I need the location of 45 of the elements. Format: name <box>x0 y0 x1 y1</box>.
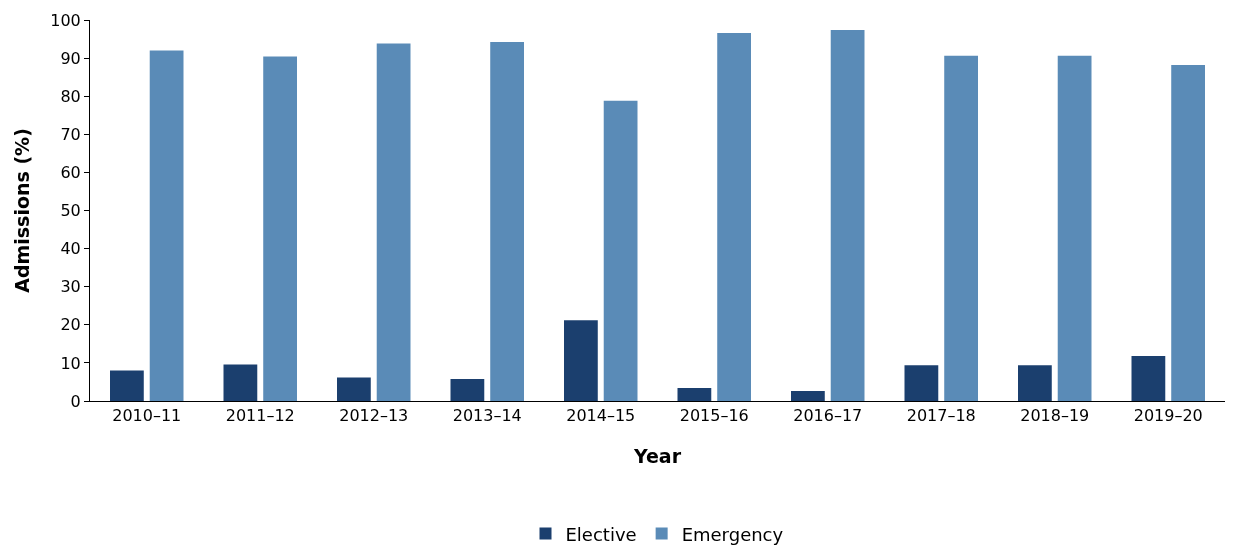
bar <box>944 55 978 401</box>
bar <box>490 42 524 401</box>
bar <box>263 56 297 401</box>
y-tick-label: 0 <box>70 391 81 411</box>
x-tick-label: 2019–20 <box>1133 406 1203 426</box>
y-tick-label: 100 <box>50 10 81 30</box>
bar <box>1018 365 1052 401</box>
y-tick-label: 60 <box>60 163 81 182</box>
x-tick-label: 2015–16 <box>679 406 749 426</box>
bar <box>830 29 865 401</box>
bar <box>904 365 939 401</box>
bar <box>717 32 751 401</box>
y-tick-label: 70 <box>60 124 81 144</box>
y-tick-label: 80 <box>60 86 81 106</box>
x-tick-label: 2012–13 <box>339 406 409 426</box>
x-tick-label: 2017–18 <box>906 406 976 426</box>
bar <box>376 43 411 401</box>
x-tick-label: 2014–15 <box>566 406 636 426</box>
bar <box>1171 64 1205 401</box>
bar <box>450 378 485 401</box>
bar <box>110 370 144 401</box>
y-tick-label: 30 <box>60 277 81 297</box>
x-tick-label: 2010–11 <box>112 406 182 426</box>
bar <box>149 50 184 401</box>
bar <box>223 364 258 401</box>
x-tick-label: 2013–14 <box>452 406 522 426</box>
y-tick-label: 50 <box>60 201 81 221</box>
x-tick-label: 2016–17 <box>793 406 863 426</box>
bar <box>337 377 371 401</box>
bar <box>1057 55 1092 401</box>
bar <box>677 388 712 401</box>
bar <box>564 320 598 401</box>
x-tick-label: 2018–19 <box>1020 406 1090 426</box>
bar <box>603 100 638 401</box>
y-tick-label: 90 <box>60 48 81 68</box>
y-axis-title: Admissions (%) <box>11 128 34 293</box>
legend-label: Emergency <box>681 523 784 545</box>
bar <box>791 391 825 401</box>
x-tick-label: 2011–12 <box>225 406 295 426</box>
y-tick-label: 40 <box>60 239 81 259</box>
bar <box>1131 356 1166 401</box>
legend-label: Elective <box>565 523 637 545</box>
x-axis-title: Year <box>632 445 682 467</box>
y-tick-label: 20 <box>60 315 81 335</box>
y-tick-label: 10 <box>60 353 81 373</box>
